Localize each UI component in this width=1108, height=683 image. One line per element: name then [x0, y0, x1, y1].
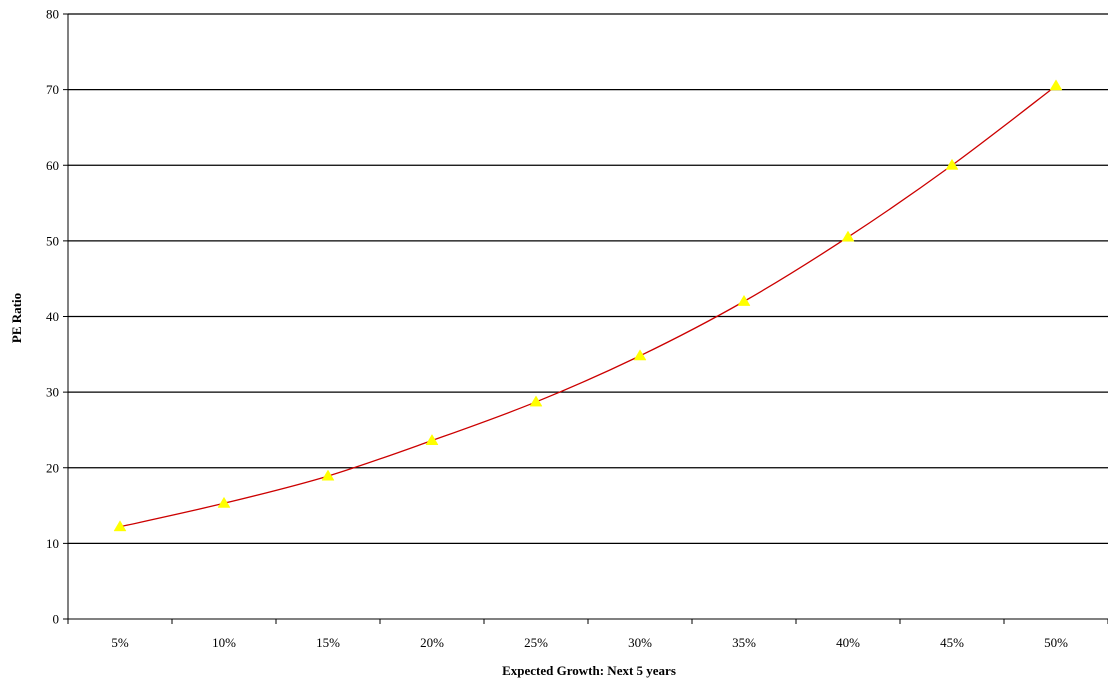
y-tick-label: 70 [46, 82, 59, 97]
y-tick-label: 40 [46, 309, 59, 324]
axes [63, 13, 1108, 624]
y-tick-label: 80 [46, 7, 59, 22]
x-tick-label: 10% [212, 635, 236, 650]
x-tick-label: 50% [1044, 635, 1068, 650]
series-line [119, 85, 1057, 528]
gridlines [68, 13, 1108, 544]
data-point-marker [945, 158, 959, 170]
x-tick-label: 35% [732, 635, 756, 650]
data-point-marker [217, 496, 231, 508]
data-point-marker [425, 434, 439, 445]
y-tick-label: 30 [46, 385, 59, 400]
x-tick-label: 5% [111, 635, 129, 650]
series-layer [113, 79, 1063, 532]
y-axis-title: PE Ratio [9, 293, 24, 343]
data-point-marker [841, 230, 855, 242]
x-tick-label: 20% [420, 635, 444, 650]
data-point-marker [633, 349, 647, 361]
y-tick-label: 60 [46, 158, 59, 173]
data-point-marker [321, 469, 335, 481]
data-point-marker [113, 520, 127, 532]
y-tick-label: 20 [46, 460, 59, 475]
x-tick-label: 25% [524, 635, 548, 650]
x-tick-label: 40% [836, 635, 860, 650]
data-point-marker [737, 294, 751, 306]
data-point-marker [1049, 79, 1063, 91]
y-tick-label: 0 [53, 612, 60, 627]
x-axis-title: Expected Growth: Next 5 years [502, 663, 676, 678]
x-tick-labels: 5% 10% 15% 20% 25% 30% 35% 40% 45% 50% [111, 635, 1068, 650]
data-point-marker [529, 395, 543, 407]
x-tick-label: 45% [940, 635, 964, 650]
y-tick-label: 10 [46, 536, 59, 551]
x-tick-label: 30% [628, 635, 652, 650]
x-tick-label: 15% [316, 635, 340, 650]
y-tick-labels: 0 10 20 30 40 50 60 70 80 [46, 7, 59, 627]
y-tick-label: 50 [46, 233, 59, 248]
